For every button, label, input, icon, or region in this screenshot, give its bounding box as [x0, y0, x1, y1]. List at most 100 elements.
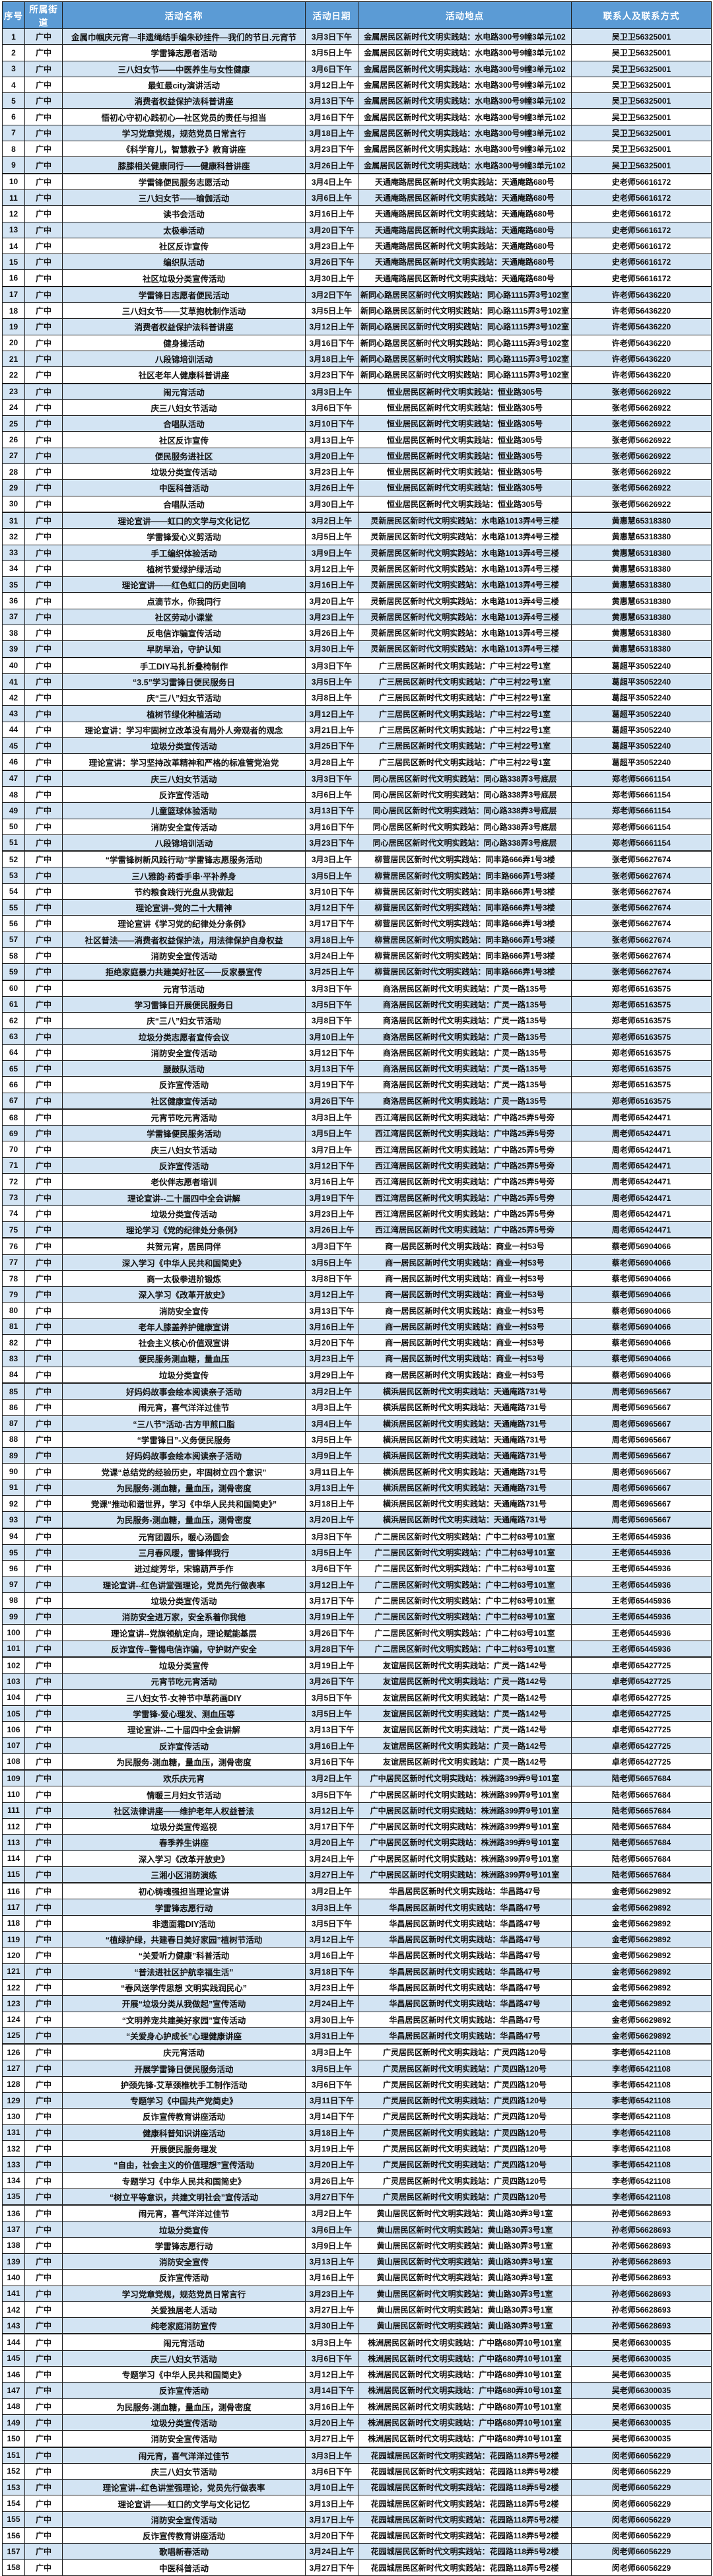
activity-name-cell: 庆三八妇女节活动: [62, 1141, 306, 1158]
street-cell: 广中: [24, 2559, 63, 2576]
serial-number-cell: 38: [2, 624, 25, 642]
activity-location-cell: 广三居民区新时代文明实践站：广中三村22号1室: [358, 689, 572, 706]
activity-location-cell: 商洛居民区新时代文明实践站：广灵一路135号: [358, 1012, 572, 1029]
activity-location-cell: 天通庵路居民区新时代文明实践站：天通庵路680号: [358, 221, 572, 238]
serial-number-cell: 124: [2, 2011, 25, 2028]
activity-date-cell: 3月6日上午: [305, 189, 358, 207]
activity-name-cell: 点滴节水，你我同行: [62, 592, 306, 609]
activity-name-cell: 理论宣讲：学习坚持改革精神和严格的标准管党治党: [62, 753, 306, 771]
activity-location-cell: 广二居民区新时代文明实践站：广中二村63号101室: [358, 1592, 572, 1610]
activity-date-cell: 3月10日上午: [305, 1028, 358, 1045]
activity-name-cell: 社区健康宣传活动: [62, 1092, 306, 1110]
activity-name-cell: 理论宣讲——红色虹口的历史回响: [62, 576, 306, 593]
table-row: 61 广中 学习雷锋日开展便民服务日 3月5日下午 商洛居民区新时代文明实践站：广灵一路…: [2, 996, 712, 1013]
table-row: 144 广中 闹元宵活动 3月3日上午 株洲居民区新时代文明实践站：广中路680弄10号…: [2, 2333, 712, 2351]
activity-name-cell: 庆元宵活动: [62, 2043, 306, 2061]
activity-location-cell: 同心居民区新时代文明实践站：同心路338弄3号底层: [358, 802, 572, 819]
contact-cell: 许老师56436220: [571, 302, 712, 320]
activity-date-cell: 3月4日上午: [305, 173, 358, 190]
contact-cell: 周老师56965667: [571, 1511, 712, 1529]
activity-location-cell: 株洲居民区新时代文明实践站：广中路680弄10号101室: [358, 2333, 572, 2351]
activity-location-cell: 友谊居民区新时代文明实践站：广灵一路142号: [358, 1656, 572, 1674]
contact-cell: 金老师56629892: [571, 1931, 712, 1948]
activity-name-cell: 理论宣讲--红色讲堂强理论，党员先行做表率: [62, 1576, 306, 1593]
street-cell: 广中: [24, 1270, 63, 1287]
serial-number-cell: 120: [2, 1947, 25, 1964]
serial-number-cell: 92: [2, 1495, 25, 1512]
activity-name-cell: 三月春风暖，雷锋伴我行: [62, 1543, 306, 1561]
activity-date-cell: 3月13日上午: [305, 2495, 358, 2512]
activity-name-cell: 太极拳活动: [62, 221, 306, 238]
contact-cell: 许老师56436220: [571, 366, 712, 384]
street-cell: 广中: [24, 560, 63, 578]
table-row: 124 广中 “文明养宠共建美好家园”宣传活动 3月30日上午 华昌居民区新时代文明实践…: [2, 2011, 712, 2028]
activity-name-cell: 消费者权益保护法科普讲座: [62, 318, 306, 335]
serial-number-cell: 6: [2, 108, 25, 125]
activity-name-cell: 开展便民服务理发: [62, 2140, 306, 2157]
serial-number-cell: 18: [2, 302, 25, 320]
street-cell: 广中: [24, 2237, 63, 2254]
activity-location-cell: 柳营居民区新时代文明实践站：同丰路666弄1号3楼: [358, 883, 572, 900]
street-cell: 广中: [24, 141, 63, 158]
serial-number-cell: 54: [2, 883, 25, 900]
activity-name-cell: 理论宣讲《学习党的纪律处分条例》: [62, 915, 306, 932]
activity-date-cell: 3月13日下午: [305, 1721, 358, 1738]
street-cell: 广中: [24, 92, 63, 110]
contact-cell: 黄惠慧65318380: [571, 528, 712, 545]
table-row: 52 广中 “学雷锋树新风践行动”学雷锋志愿服务活动 3月3日上午 柳营居民区新时代文明…: [2, 850, 712, 868]
contact-cell: 黄惠慧65318380: [571, 624, 712, 642]
activity-date-cell: 3月16日下午: [305, 818, 358, 835]
activity-date-cell: 3月13日下午: [305, 1060, 358, 1077]
activity-date-cell: 3月30日上午: [305, 640, 358, 658]
contact-cell: 孙老师56628693: [571, 2301, 712, 2319]
activity-date-cell: 3月12日上午: [305, 2366, 358, 2383]
serial-number-cell: 21: [2, 350, 25, 368]
contact-cell: 吴卫卫56325001: [571, 44, 712, 61]
contact-cell: 李老师65421108: [571, 2091, 712, 2109]
activity-date-cell: 3月24日上午: [305, 1850, 358, 1867]
serial-number-cell: 16: [2, 269, 25, 287]
street-cell: 广中: [24, 2011, 63, 2028]
activity-date-cell: 3月12日上午: [305, 318, 358, 335]
serial-number-cell: 106: [2, 1721, 25, 1738]
serial-number-cell: 44: [2, 721, 25, 739]
contact-cell: 陆老师56657684: [571, 1786, 712, 1803]
street-cell: 广中: [24, 2301, 63, 2319]
activity-name-cell: 消防安全宣传: [62, 2253, 306, 2270]
activity-date-cell: 3月3日下午: [305, 980, 358, 997]
activity-date-cell: 3月3日上午: [305, 1108, 358, 1126]
activity-location-cell: 商一居民区新时代文明实践站：商业一村53号: [358, 1334, 572, 1351]
table-row: 34 广中 植树节爱绿护绿活动 3月12日上午 灵新居民区新时代文明实践站：水电路101…: [2, 560, 712, 578]
serial-number-cell: 152: [2, 2462, 25, 2480]
activity-date-cell: 3月6日下午: [305, 2462, 358, 2480]
contact-cell: 金老师56629892: [571, 1995, 712, 2012]
activity-location-cell: 广中居民区新时代文明实践站：株洲路399弄9号101室: [358, 1786, 572, 1803]
serial-number-cell: 141: [2, 2285, 25, 2302]
contact-cell: 周老师65424471: [571, 1221, 712, 1239]
table-row: 147 广中 反诈宣传活动 3月14日下午 株洲居民区新时代文明实践站：广中路680弄1…: [2, 2382, 712, 2399]
street-cell: 广中: [24, 931, 63, 948]
street-cell: 广中: [24, 1463, 63, 1480]
table-row: 44 广中 理论宣讲：学习牢固树立改革没有局外人旁观者的观念 3月21日上午 广三居民区…: [2, 721, 712, 739]
activity-date-cell: 3月20日上午: [305, 1511, 358, 1529]
contact-cell: 蔡老师56904066: [571, 1366, 712, 1384]
serial-number-cell: 41: [2, 673, 25, 691]
contact-cell: 吴老师66300035: [571, 2430, 712, 2448]
table-row: 75 广中 理论学习《党的纪律处分条例》 3月26日上午 西江湾居民区新时代文明实践站：…: [2, 1221, 712, 1239]
contact-cell: 卓老师65427725: [571, 1753, 712, 1771]
table-row: 81 广中 老年人膝盖养护健康宣讲 3月16日上午 商一居民区新时代文明实践站：商业一村…: [2, 1318, 712, 1336]
table-row: 21 广中 八段锦培训活动 3月18日上午 新同心路居民区新时代文明实践站：同心路111…: [2, 350, 712, 368]
serial-number-cell: 78: [2, 1270, 25, 1287]
serial-number-cell: 97: [2, 1576, 25, 1593]
activity-name-cell: 元宵节活动: [62, 980, 306, 997]
activity-location-cell: 横浜居民区新时代文明实践站：天通庵路731号: [358, 1511, 572, 1529]
activity-name-cell: 欢乐庆元宵: [62, 1769, 306, 1787]
table-row: 1 广中 金属巾帼庆元宵—非遗绳结手编朱砂挂件—我们的节日.元宵节 3月3日下午 金属居…: [2, 28, 712, 46]
street-cell: 广中: [24, 286, 63, 304]
contact-cell: 李老师65421108: [571, 2060, 712, 2077]
activity-name-cell: 学雷锋日志愿者便民活动: [62, 286, 306, 304]
street-cell: 广中: [24, 2462, 63, 2480]
contact-cell: 卓老师65427725: [571, 1673, 712, 1690]
serial-number-cell: 154: [2, 2495, 25, 2512]
